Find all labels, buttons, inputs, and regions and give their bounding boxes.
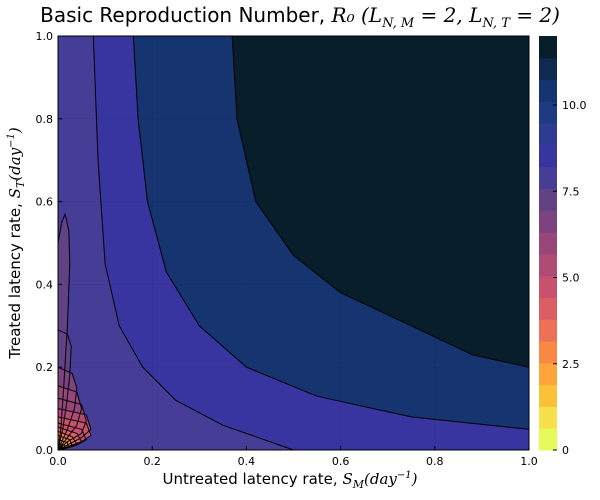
colorbar-swatch [539, 144, 557, 168]
colorbar-swatch [539, 36, 557, 59]
contour-line-5 [58, 408, 92, 450]
y-tick-label: 1.0 [36, 30, 54, 43]
colorbar-tick-label: 2.5 [562, 358, 580, 371]
colorbar-swatch [539, 406, 557, 429]
y-tick-label: 0.6 [36, 196, 54, 209]
colorbar-swatch [539, 79, 557, 102]
colorbar-swatch [539, 232, 557, 255]
y-tick-label: 0.2 [36, 361, 54, 374]
colorbar-swatch [539, 166, 557, 190]
colorbar: 0 2.5 5.0 7.5 10.0 [539, 36, 587, 457]
colorbar-swatch [539, 123, 557, 146]
contour-lines [58, 36, 529, 450]
colorbar-tick-label: 5.0 [562, 272, 580, 285]
colorbar-swatch [539, 210, 557, 233]
y-axis-ticks: 0.0 0.2 0.4 0.6 0.8 1.0 [36, 30, 62, 457]
contour-fill-regions [58, 36, 529, 450]
colorbar-swatch [539, 297, 557, 320]
contour-line-4 [58, 397, 87, 450]
colorbar-swatch [539, 384, 557, 407]
chart-title: Basic Reproduction Number, R₀ (LN, M = 2… [40, 3, 560, 31]
colorbar-swatch [539, 362, 557, 386]
colorbar-tick-label: 0 [562, 444, 569, 457]
colorbar-swatch [539, 341, 557, 364]
colorbar-swatch [539, 57, 557, 81]
y-axis-label: Treated latency rate, ST(day−1) [6, 127, 27, 360]
colorbar-swatch [539, 188, 557, 211]
contour-line-6 [58, 416, 92, 450]
contour-line-17 [231, 36, 529, 368]
y-tick-label: 0.0 [36, 444, 54, 457]
contour-line-0 [58, 213, 71, 450]
contour-line-15 [92, 36, 294, 450]
y-tick-label: 0.8 [36, 113, 54, 126]
x-tick-label: 1.0 [520, 455, 538, 468]
x-tick-label: 0.2 [143, 455, 161, 468]
x-tick-label: 0.8 [426, 455, 444, 468]
plot-frame [57, 35, 530, 451]
x-tick-label: 0.0 [49, 455, 67, 468]
x-tick-label: 0.6 [332, 455, 350, 468]
colorbar-swatch [539, 101, 557, 124]
contour-line-3 [58, 385, 83, 450]
contour-line-16 [132, 36, 529, 430]
colorbar-swatch [539, 428, 557, 451]
contour-line-14 [58, 447, 61, 450]
contour-line-2 [58, 366, 78, 450]
x-axis-ticks: 0.0 0.2 0.4 0.6 0.8 1.0 [49, 446, 538, 468]
colorbar-tick-label: 10.0 [562, 99, 587, 112]
colorbar-swatch [539, 253, 557, 277]
colorbar-swatch [539, 275, 557, 298]
colorbar-swatch [539, 319, 557, 342]
x-axis-label: Untreated latency rate, SM(day−1) [163, 470, 418, 491]
colorbar-tick-label: 7.5 [562, 185, 580, 198]
y-tick-label: 0.4 [36, 278, 54, 291]
x-tick-label: 0.4 [238, 455, 256, 468]
